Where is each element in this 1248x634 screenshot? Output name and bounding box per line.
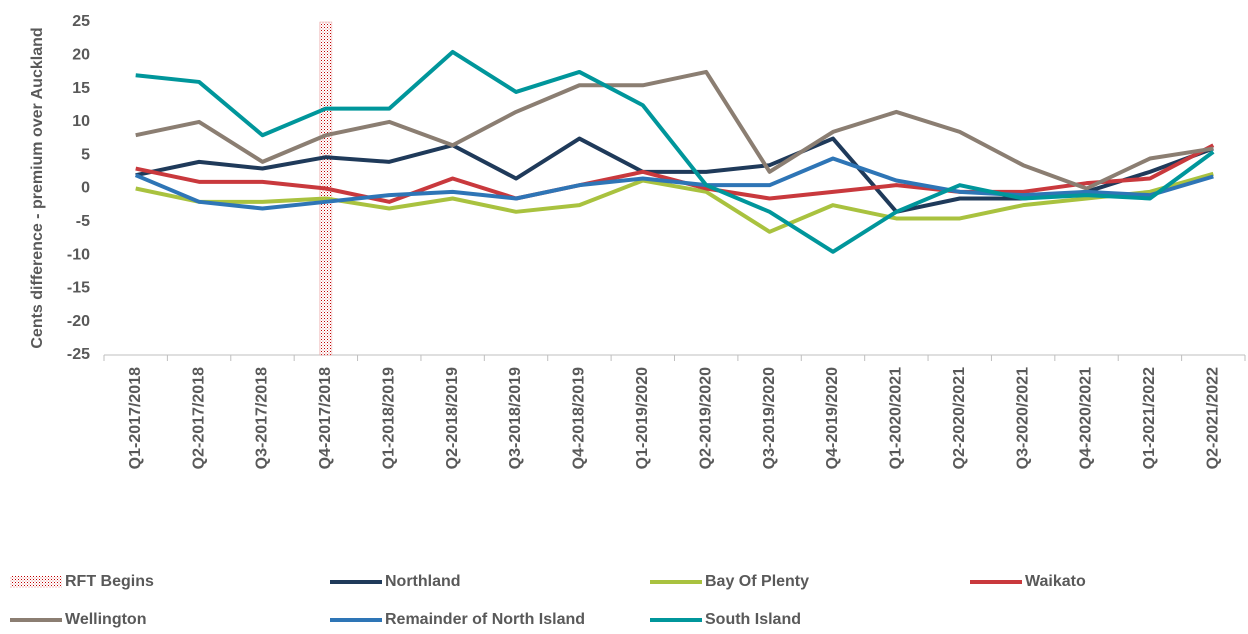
- legend-label: RFT Begins: [65, 573, 154, 590]
- y-tick-label: 15: [72, 80, 90, 97]
- x-tick-label: Q3-2018/2019: [507, 367, 524, 469]
- legend-label: Bay Of Plenty: [705, 573, 809, 590]
- y-tick-label: -10: [67, 246, 90, 263]
- series-line: [134, 156, 1214, 211]
- legend-swatch: [10, 576, 62, 588]
- series-line: [135, 171, 1214, 234]
- legend-label: Remainder of North Island: [385, 611, 585, 628]
- y-tick-label: 25: [72, 13, 90, 30]
- x-tick-label: Q2-2017/2018: [190, 367, 207, 469]
- x-tick-label: Q4-2017/2018: [317, 367, 334, 469]
- legend-label: Wellington: [65, 611, 146, 628]
- y-axis-label: Cents difference - premium over Auckland: [29, 27, 46, 348]
- y-tick-label: 5: [81, 146, 90, 163]
- legend-label: Waikato: [1025, 573, 1086, 590]
- x-tick-label: Q1-2018/2019: [380, 367, 397, 469]
- x-tick-label: Q2-2018/2019: [444, 367, 461, 469]
- x-tick-label: Q1-2019/2020: [634, 367, 651, 469]
- y-tick-label: -15: [67, 280, 90, 297]
- y-tick-label: 10: [72, 113, 90, 130]
- y-tick-label: 20: [72, 47, 90, 64]
- y-tick-label: -25: [67, 346, 90, 363]
- y-tick-label: -5: [76, 213, 90, 230]
- x-tick-label: Q1-2020/2021: [888, 367, 905, 469]
- x-tick-label: Q2-2021/2022: [1205, 367, 1222, 469]
- legend-label: Northland: [385, 573, 461, 590]
- y-tick-label: -20: [67, 313, 90, 330]
- x-tick-label: Q3-2017/2018: [254, 367, 271, 469]
- x-tick-label: Q4-2020/2021: [1078, 367, 1095, 469]
- y-tick-label: 0: [81, 180, 90, 197]
- series-line: [135, 49, 1215, 254]
- x-tick-label: Q4-2019/2020: [824, 367, 841, 469]
- x-tick-label: Q2-2020/2021: [951, 367, 968, 469]
- x-tick-label: Q1-2017/2018: [127, 367, 144, 469]
- legend-label: South Island: [705, 611, 801, 628]
- x-tick-label: Q3-2020/2021: [1014, 367, 1031, 469]
- x-tick-label: Q1-2021/2022: [1141, 367, 1158, 469]
- x-tick-label: Q3-2019/2020: [761, 367, 778, 469]
- series-line: [135, 69, 1214, 191]
- x-tick-label: Q2-2019/2020: [697, 367, 714, 469]
- x-tick-label: Q4-2018/2019: [571, 367, 588, 469]
